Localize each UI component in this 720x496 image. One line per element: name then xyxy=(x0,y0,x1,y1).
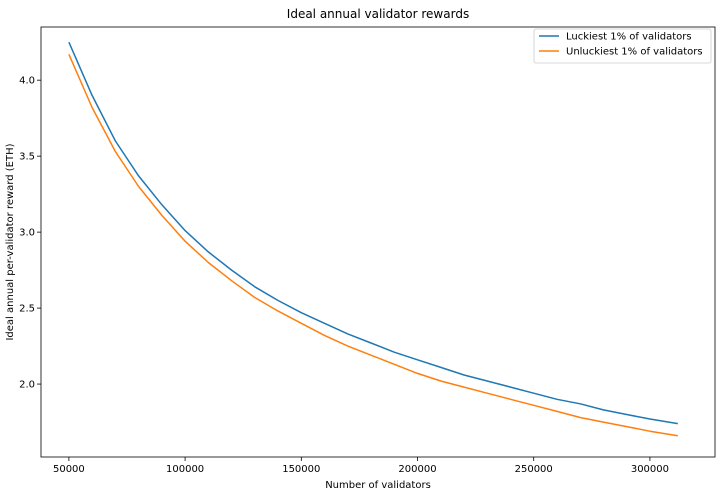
x-tick-label: 250000 xyxy=(515,464,553,475)
x-tick-label: 200000 xyxy=(398,464,436,475)
x-tick-label: 150000 xyxy=(282,464,320,475)
y-tick-label: 3.0 xyxy=(19,228,35,239)
y-axis-label: Ideal annual per-validator reward (ETH) xyxy=(5,143,16,340)
legend-label-0: Luckiest 1% of validators xyxy=(566,32,692,43)
axis-ticks: 50000 100000 150000 200000 250000 300000 2.0 2.… xyxy=(19,76,669,475)
y-tick-label: 4.0 xyxy=(19,76,35,87)
chart-title: Ideal annual validator rewards xyxy=(287,7,469,21)
y-tick-label: 2.5 xyxy=(19,304,35,315)
x-tick-label: 300000 xyxy=(631,464,669,475)
series-line-1 xyxy=(68,54,678,437)
legend-box xyxy=(533,28,712,64)
legend: Luckiest 1% of validators Unluckiest 1% o… xyxy=(533,28,712,64)
y-tick-label: 3.5 xyxy=(19,152,35,163)
y-tick-label: 2.0 xyxy=(19,380,35,391)
x-tick-label: 100000 xyxy=(166,464,204,475)
series-lines xyxy=(68,41,678,437)
x-axis-label: Number of validators xyxy=(325,480,431,491)
plot-frame xyxy=(40,26,716,458)
legend-label-1: Unluckiest 1% of validators xyxy=(566,47,703,58)
series-line-0 xyxy=(68,41,678,425)
x-tick-label: 50000 xyxy=(53,464,85,475)
